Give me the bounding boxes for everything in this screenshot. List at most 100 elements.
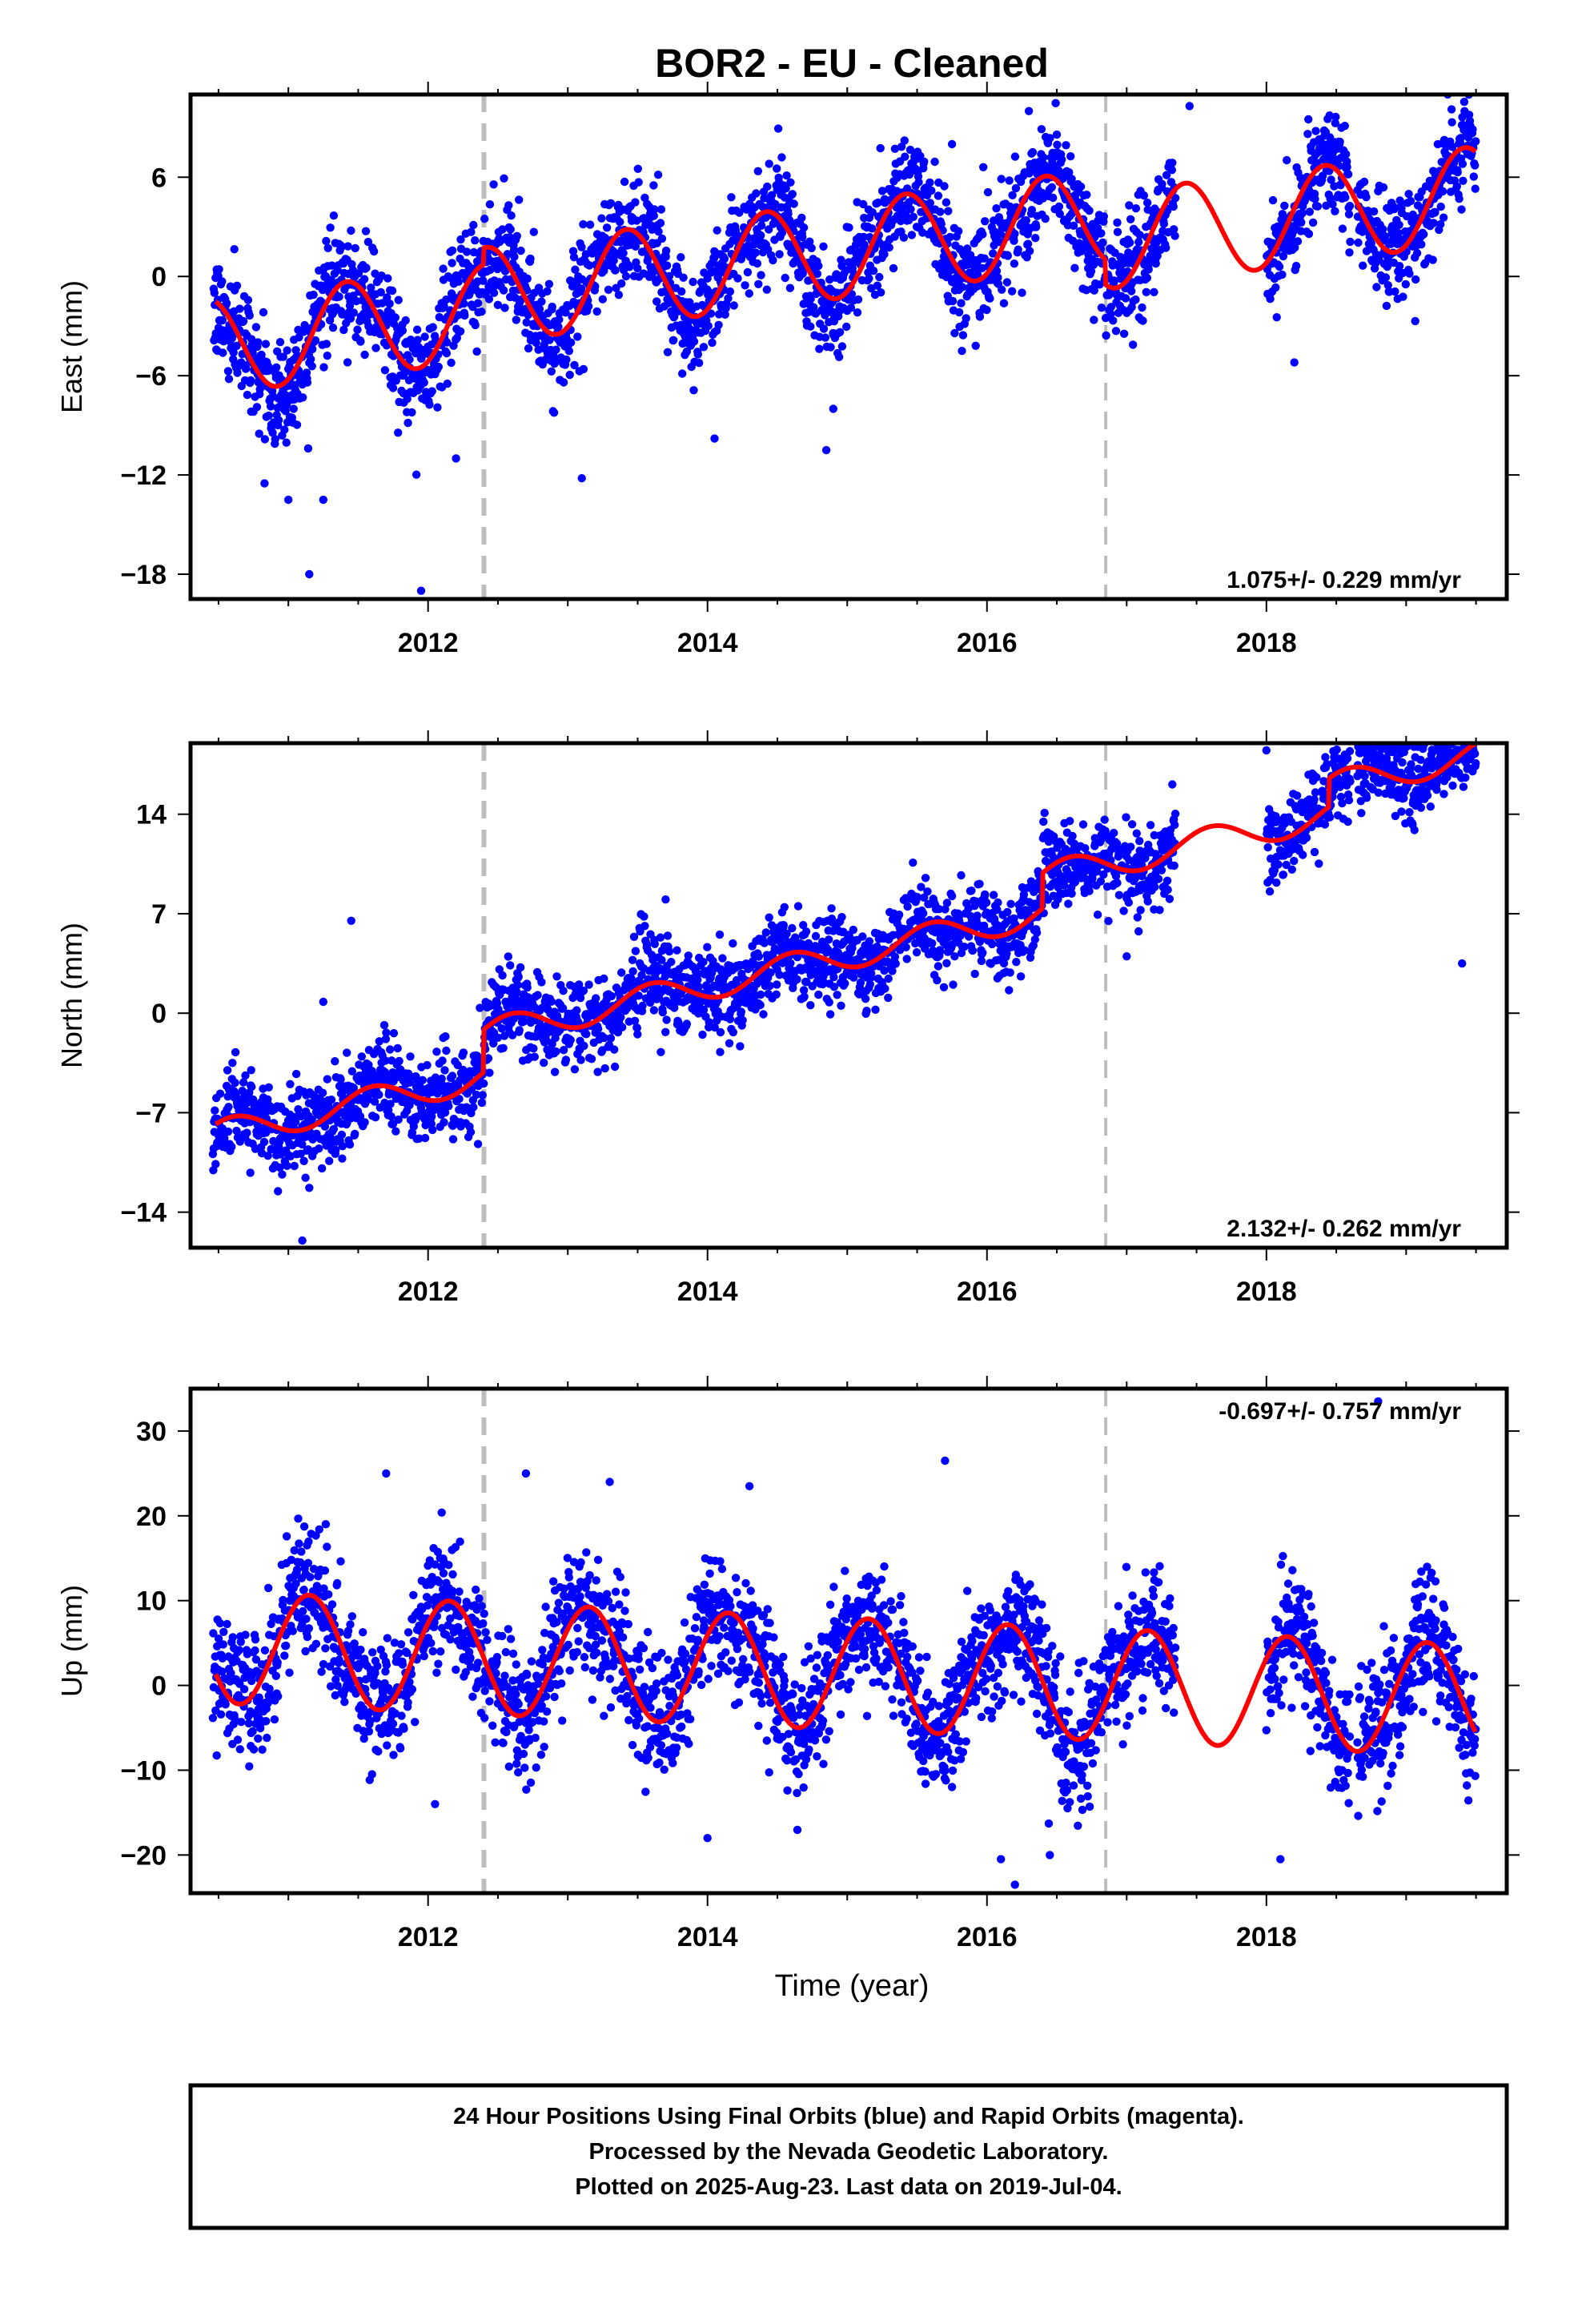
data-point	[865, 980, 875, 989]
data-point	[1168, 159, 1177, 167]
data-point	[611, 266, 620, 275]
data-point	[891, 959, 901, 968]
data-point	[576, 1055, 585, 1064]
data-point	[966, 251, 975, 259]
data-point	[499, 286, 508, 295]
data-point	[958, 331, 968, 340]
data-point	[472, 347, 481, 356]
data-point	[1313, 202, 1323, 211]
data-point	[547, 997, 556, 1006]
data-point	[1113, 218, 1122, 227]
data-point	[547, 367, 556, 376]
data-point	[819, 242, 828, 251]
data-point	[232, 1126, 241, 1136]
data-point	[537, 297, 546, 306]
data-point	[1014, 245, 1022, 254]
data-point	[577, 243, 586, 251]
data-point	[716, 1027, 725, 1037]
data-point	[841, 979, 849, 988]
data-point	[598, 295, 607, 304]
data-point	[1053, 140, 1062, 149]
data-point	[568, 247, 578, 255]
data-point	[782, 929, 791, 939]
data-point	[510, 252, 519, 261]
outlier-point	[577, 474, 586, 483]
data-point	[1027, 206, 1037, 215]
data-point	[757, 990, 765, 999]
data-point	[351, 296, 361, 306]
data-point	[296, 1149, 305, 1158]
data-point	[905, 145, 915, 155]
data-point	[772, 990, 781, 999]
data-point	[865, 937, 874, 946]
data-point	[504, 952, 512, 961]
data-point	[448, 1135, 458, 1144]
data-point	[729, 1027, 737, 1037]
data-point	[1011, 183, 1021, 193]
data-point	[318, 1088, 327, 1097]
data-point	[853, 295, 863, 304]
data-point	[573, 332, 582, 341]
data-point	[650, 205, 659, 214]
data-point	[489, 288, 499, 297]
data-point	[343, 1048, 351, 1057]
data-point	[1138, 303, 1146, 312]
data-point	[467, 1085, 476, 1094]
data-point	[609, 256, 618, 265]
data-point	[376, 287, 385, 297]
data-point	[989, 249, 998, 258]
data-point	[516, 963, 525, 972]
data-point	[291, 1069, 301, 1079]
data-point	[1135, 231, 1144, 239]
data-point	[1054, 202, 1064, 211]
data-point	[610, 1045, 619, 1054]
data-point	[627, 975, 636, 983]
data-point	[936, 207, 945, 216]
data-point	[1345, 248, 1354, 257]
data-point	[912, 948, 921, 957]
data-point	[1090, 286, 1099, 295]
data-point	[1010, 229, 1019, 239]
data-point	[631, 242, 640, 251]
data-point	[799, 223, 809, 232]
data-point	[617, 279, 626, 288]
data-point	[472, 1090, 481, 1100]
data-point	[977, 956, 986, 966]
data-point	[561, 1055, 571, 1064]
data-point	[656, 933, 665, 942]
data-point	[303, 1145, 313, 1154]
data-point	[406, 1052, 415, 1061]
data-point	[732, 975, 741, 985]
data-point	[231, 1078, 239, 1088]
data-point	[1086, 246, 1095, 255]
data-point	[975, 312, 985, 321]
data-point	[360, 350, 369, 360]
data-point	[356, 337, 365, 346]
data-point	[917, 883, 926, 891]
data-point	[927, 186, 936, 195]
data-point	[1142, 287, 1151, 296]
data-point	[247, 1082, 256, 1092]
data-point	[343, 358, 352, 367]
data-point	[439, 264, 448, 273]
data-point	[1391, 287, 1399, 296]
data-point	[371, 344, 380, 352]
data-point	[274, 416, 283, 424]
data-point	[979, 163, 988, 171]
y-tick-label: −7	[135, 1098, 167, 1128]
data-point	[384, 1106, 393, 1115]
data-point	[552, 972, 561, 981]
data-point	[493, 300, 503, 309]
data-point	[634, 991, 643, 1000]
data-point	[1280, 201, 1289, 211]
data-point	[756, 1000, 765, 1010]
data-point	[1052, 130, 1062, 139]
data-point	[259, 1137, 269, 1147]
data-point	[375, 1037, 383, 1046]
data-point	[607, 991, 616, 1001]
data-point	[771, 199, 780, 209]
data-point	[480, 215, 489, 223]
data-point	[1098, 238, 1107, 247]
data-point	[328, 324, 338, 332]
